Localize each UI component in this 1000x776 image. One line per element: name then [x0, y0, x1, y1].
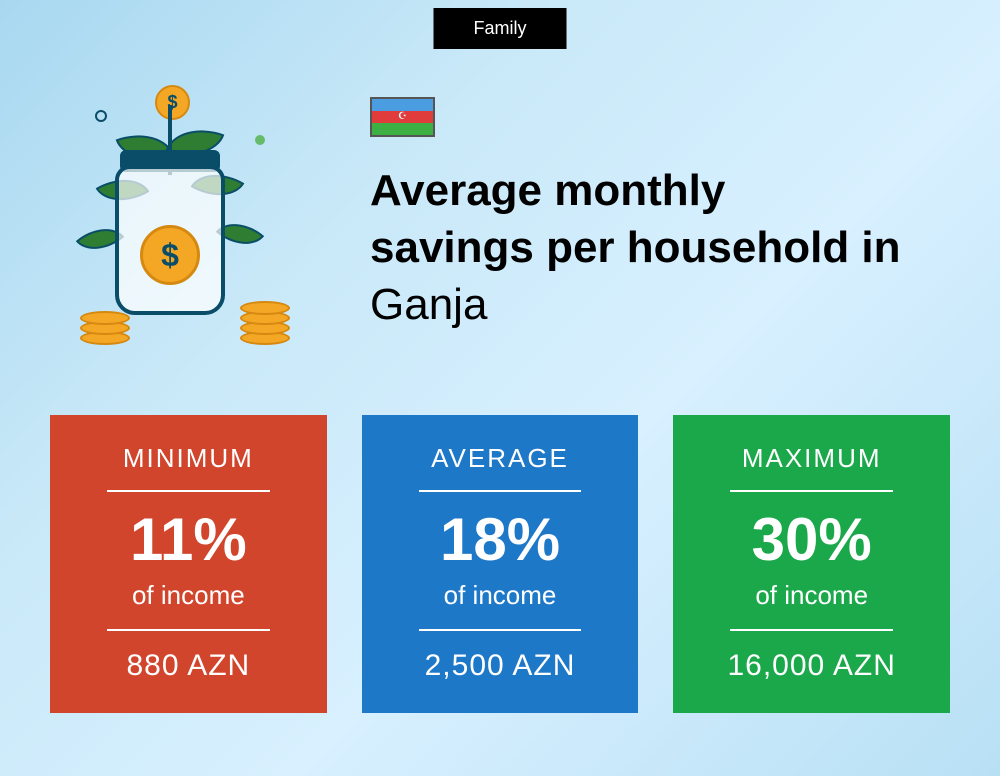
azerbaijan-flag-icon: ☪ [370, 97, 435, 137]
divider [730, 629, 893, 631]
card-label: MAXIMUM [742, 443, 882, 474]
title-line-1: Average monthly [370, 166, 725, 215]
card-percent: 30% [752, 510, 872, 570]
flag-stripe [372, 123, 433, 135]
card-subtext: of income [132, 580, 245, 611]
title-city: Ganja [370, 280, 487, 329]
coin-icon [240, 301, 290, 315]
card-amount: 2,500 AZN [425, 649, 576, 683]
card-label: MINIMUM [123, 443, 254, 474]
flag-stripe [372, 99, 433, 111]
stat-card-average: AVERAGE 18% of income 2,500 AZN [362, 415, 639, 713]
coin-icon [80, 311, 130, 325]
coin-icon: $ [155, 85, 190, 120]
savings-illustration: $ $ [60, 75, 320, 355]
stat-card-maximum: MAXIMUM 30% of income 16,000 AZN [673, 415, 950, 713]
coin-stack-icon [75, 300, 135, 345]
title-line-2: savings per household in [370, 223, 901, 272]
card-label: AVERAGE [431, 443, 569, 474]
flag-stripe: ☪ [372, 111, 433, 123]
divider [419, 629, 582, 631]
divider [730, 490, 893, 492]
divider [107, 490, 270, 492]
coin-stack-icon [235, 300, 295, 345]
category-tag: Family [434, 8, 567, 49]
sparkle-icon [255, 135, 265, 145]
flag-symbol-icon: ☪ [398, 111, 407, 122]
card-subtext: of income [755, 580, 868, 611]
card-subtext: of income [444, 580, 557, 611]
coin-icon: $ [140, 225, 200, 285]
card-amount: 880 AZN [126, 649, 250, 683]
card-amount: 16,000 AZN [727, 649, 895, 683]
card-percent: 18% [440, 510, 560, 570]
card-percent: 11% [130, 510, 247, 570]
title-area: ☪ Average monthly savings per household … [370, 97, 940, 334]
page-title: Average monthly savings per household in… [370, 162, 940, 334]
sparkle-icon [95, 110, 107, 122]
divider [419, 490, 582, 492]
stat-cards: MINIMUM 11% of income 880 AZN AVERAGE 18… [50, 415, 950, 713]
divider [107, 629, 270, 631]
stat-card-minimum: MINIMUM 11% of income 880 AZN [50, 415, 327, 713]
header-section: $ $ ☪ Average mo [0, 75, 1000, 355]
